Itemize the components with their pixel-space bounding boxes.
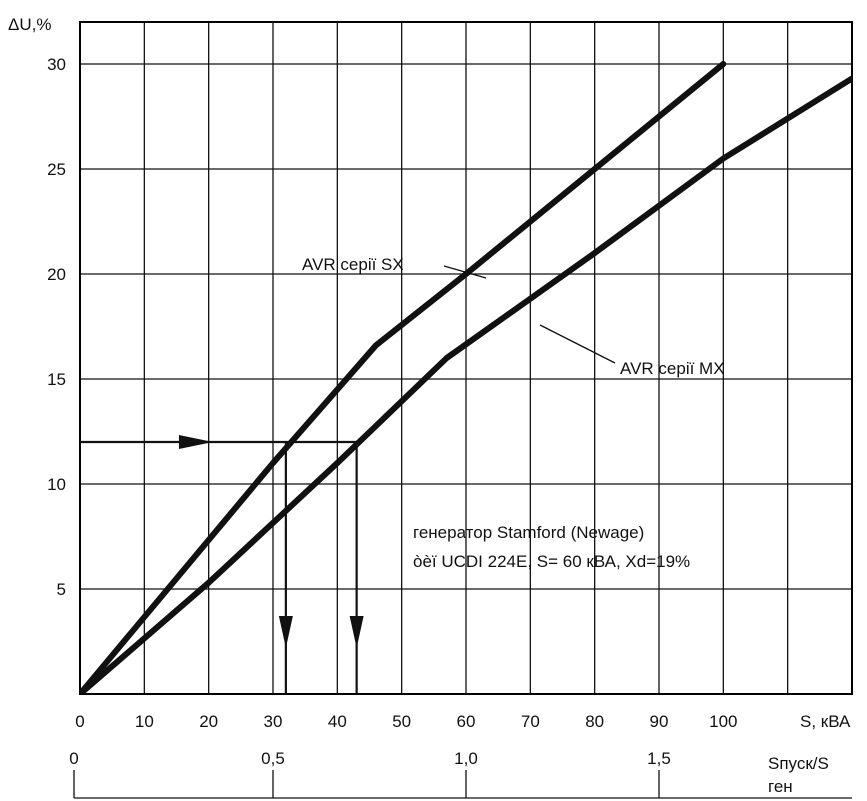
series-line-mx [80, 74, 852, 694]
grid [80, 22, 852, 694]
y-tick-label: 15 [47, 370, 66, 389]
x-tick-labels: 0 10 20 30 40 50 60 70 80 90 100 [75, 712, 737, 731]
drop-arrow-head [349, 616, 364, 648]
note-line-1: генератор Stamford (Newage) [413, 523, 644, 542]
series-leader-mx [539, 324, 616, 364]
y-tick-labels: 5 10 15 20 25 30 [47, 55, 66, 599]
note-line-2: òèï UCDI 224E, S= 60 кВА, Xd=19% [413, 552, 690, 571]
x-tick-label: 100 [709, 712, 737, 731]
x-tick-label: 0 [75, 712, 84, 731]
series-group [80, 61, 852, 694]
secondary-axis-label-line2: ген [768, 777, 793, 796]
y-tick-label: 30 [47, 55, 66, 74]
series-label-sx: AVR серії SX [302, 255, 404, 274]
x-tick-label: 20 [199, 712, 218, 731]
series-leader-sx [443, 265, 487, 279]
series-label-mx: AVR серії MX [620, 359, 725, 378]
y-tick-label: 5 [57, 580, 66, 599]
x-tick-label: 50 [392, 712, 411, 731]
x-tick-label: 60 [457, 712, 476, 731]
drop-arrow-head [278, 616, 293, 648]
x-tick-label: 80 [585, 712, 604, 731]
y-tick-label: 25 [47, 160, 66, 179]
y-axis-label: ΔU,% [8, 15, 51, 34]
plot-frame [79, 21, 853, 695]
secondary-axis-tick-label: 0 [69, 749, 78, 768]
secondary-axis-tick-label: 1,5 [647, 749, 671, 768]
x-tick-label: 30 [264, 712, 283, 731]
secondary-axis: 0 0,5 1,0 1,5 [69, 749, 852, 799]
secondary-axis-tick-label: 1,0 [454, 749, 478, 768]
x-axis-label: S, кВА [800, 712, 851, 731]
y-tick-label: 20 [47, 265, 66, 284]
horizontal-arrow-head [178, 435, 213, 449]
secondary-axis-tick-label: 0,5 [261, 749, 285, 768]
x-tick-label: 70 [521, 712, 540, 731]
x-tick-label: 90 [650, 712, 669, 731]
annotation-arrows [80, 435, 364, 694]
x-tick-label: 10 [135, 712, 154, 731]
secondary-axis-label-line1: Sпуск/S [768, 754, 829, 773]
x-tick-label: 40 [328, 712, 347, 731]
series-line-sx [80, 61, 727, 694]
y-tick-label: 10 [47, 475, 66, 494]
